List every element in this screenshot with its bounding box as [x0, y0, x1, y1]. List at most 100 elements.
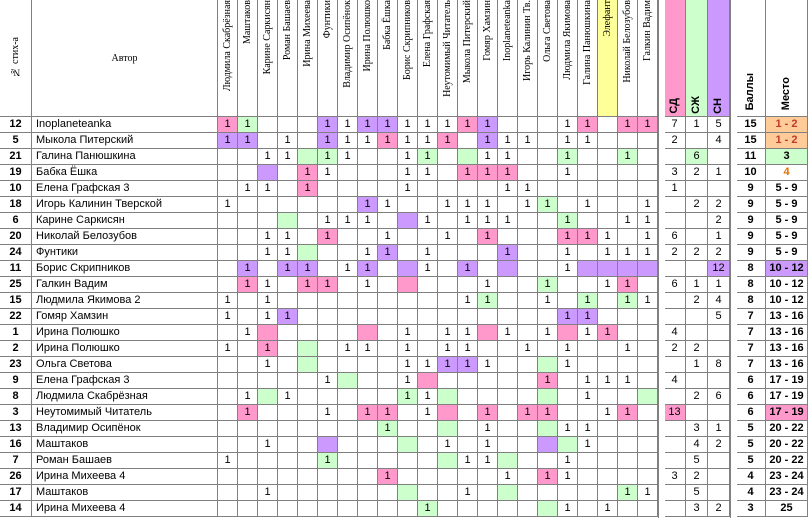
vote-cell — [298, 117, 318, 133]
vote-cell: 1 — [478, 149, 498, 165]
vote-cell — [458, 149, 478, 165]
row-author: Елена Графская 3 — [32, 373, 218, 389]
vote-cell: 1 — [498, 213, 518, 229]
vote-cell: 1 — [458, 197, 478, 213]
vote-cell — [598, 341, 618, 357]
header-text: Бабка Ёшка — [382, 0, 393, 50]
row-number: 24 — [0, 245, 32, 261]
row-szh: 2 — [686, 245, 708, 261]
vote-cell — [558, 389, 578, 405]
row-sn: 2 — [708, 437, 730, 453]
vote-cell: 1 — [478, 293, 498, 309]
vote-cell: 1 — [598, 373, 618, 389]
row-number: 8 — [0, 389, 32, 405]
vote-cell — [638, 277, 658, 293]
vote-cell — [318, 293, 338, 309]
header-voter: Ирина Михеева — [298, 0, 318, 117]
header-text: Владимир Осипёнок — [342, 0, 353, 88]
vote-cell: 1 — [378, 421, 398, 437]
vote-cell — [538, 245, 558, 261]
vote-cell — [258, 213, 278, 229]
vote-cell: 1 — [258, 149, 278, 165]
row-number: 6 — [0, 213, 32, 229]
vote-cell: 1 — [238, 325, 258, 341]
row-szh: 3 — [686, 421, 708, 437]
vote-cell — [218, 277, 238, 293]
vote-cell: 1 — [578, 373, 598, 389]
header-text: Элефант — [602, 0, 613, 37]
vote-cell: 1 — [458, 453, 478, 469]
vote-cell — [518, 421, 538, 437]
header-szh: СЖ — [686, 0, 708, 117]
vote-cell — [338, 197, 358, 213]
vote-cell — [278, 325, 298, 341]
vote-cell: 1 — [398, 181, 418, 197]
vote-cell: 1 — [358, 133, 378, 149]
vote-cell — [638, 133, 658, 149]
vote-cell — [238, 501, 258, 517]
vote-cell: 1 — [238, 405, 258, 421]
vote-cell: 1 — [398, 133, 418, 149]
vote-cell: 1 — [418, 165, 438, 181]
vote-cell — [338, 389, 358, 405]
vote-cell — [618, 357, 638, 373]
row-number: 19 — [0, 165, 32, 181]
vote-cell: 1 — [378, 133, 398, 149]
vote-cell — [478, 325, 498, 341]
vote-cell — [358, 421, 378, 437]
vote-cell: 1 — [418, 149, 438, 165]
vote-cell — [378, 181, 398, 197]
vote-cell: 1 — [378, 405, 398, 421]
vote-cell: 1 — [378, 117, 398, 133]
vote-cell — [338, 405, 358, 421]
row-szh: 2 — [686, 293, 708, 309]
vote-cell: 1 — [238, 389, 258, 405]
vote-cell: 1 — [418, 117, 438, 133]
vote-cell — [438, 245, 458, 261]
row-score: 5 — [736, 437, 766, 453]
row-score: 7 — [736, 341, 766, 357]
vote-cell — [298, 213, 318, 229]
vote-cell — [238, 213, 258, 229]
vote-cell — [278, 341, 298, 357]
header-voter: Роман Башаев — [278, 0, 298, 117]
vote-cell: 1 — [318, 165, 338, 181]
vote-cell: 1 — [598, 405, 618, 421]
row-place: 17 - 19 — [766, 389, 808, 405]
vote-cell — [438, 277, 458, 293]
vote-cell: 1 — [458, 117, 478, 133]
vote-cell — [438, 485, 458, 501]
vote-cell — [618, 197, 638, 213]
vote-cell — [478, 501, 498, 517]
vote-cell: 1 — [578, 197, 598, 213]
row-author: Галина Панюшкина — [32, 149, 218, 165]
vote-cell — [418, 325, 438, 341]
header-text: Людмила Скабрёзная — [222, 0, 233, 92]
vote-cell — [518, 309, 538, 325]
vote-cell: 1 — [298, 277, 318, 293]
vote-cell — [438, 469, 458, 485]
header-voter: Елена Графская — [418, 0, 438, 117]
row-sd: 7 — [664, 117, 686, 133]
row-sn: 2 — [708, 245, 730, 261]
vote-cell — [398, 197, 418, 213]
vote-cell — [598, 149, 618, 165]
row-place: 5 - 9 — [766, 229, 808, 245]
vote-cell: 1 — [278, 309, 298, 325]
row-place: 20 - 22 — [766, 437, 808, 453]
vote-cell: 1 — [498, 165, 518, 181]
header-voter: Ирина Полюшко — [358, 0, 378, 117]
header-voter: Бабка Ёшка — [378, 0, 398, 117]
row-place: 20 - 22 — [766, 453, 808, 469]
vote-cell — [438, 213, 458, 229]
vote-cell — [358, 389, 378, 405]
row-number: 11 — [0, 261, 32, 277]
vote-cell — [258, 469, 278, 485]
vote-cell — [238, 357, 258, 373]
vote-cell: 1 — [438, 117, 458, 133]
vote-cell: 1 — [438, 437, 458, 453]
row-sn: 2 — [708, 197, 730, 213]
header-voter: Владимир Осипёнок — [338, 0, 358, 117]
vote-cell — [398, 229, 418, 245]
